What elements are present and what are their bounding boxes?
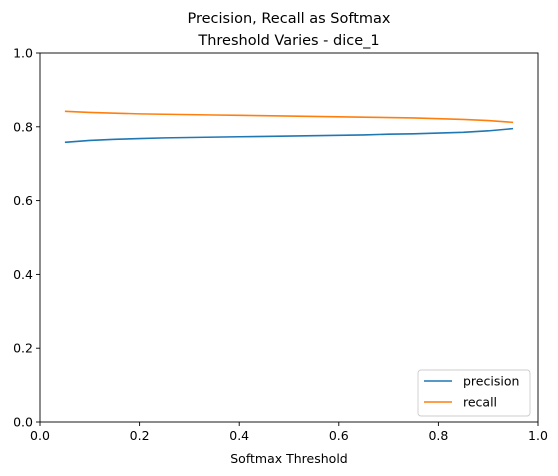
y-tick-label: 0.8 — [13, 119, 33, 134]
chart-title-line-2: Threshold Varies - dice_1 — [197, 33, 379, 49]
x-tick-label: 0.4 — [229, 428, 249, 443]
x-tick-label: 0.8 — [428, 428, 448, 443]
plot-frame — [39, 52, 539, 423]
y-tick-label: 0.0 — [13, 415, 33, 430]
tick-layer: 0.0 0.2 0.4 0.6 0.8 1.0 0.0 0.2 0.4 0.6 0.8 1.0 — [13, 46, 548, 444]
x-tick-label: 0.2 — [130, 428, 150, 443]
x-tick-label: 0.0 — [30, 428, 50, 443]
series-layer — [64, 110, 514, 144]
y-tick-label: 0.4 — [13, 267, 33, 282]
x-axis-label: Softmax Threshold — [230, 451, 347, 466]
y-tick-label: 0.6 — [13, 193, 33, 208]
legend: precision recall — [417, 369, 531, 417]
chart-title-line-1: Precision, Recall as Softmax — [187, 11, 390, 27]
y-tick-label: 1.0 — [13, 46, 33, 61]
legend-label-recall: recall — [463, 395, 497, 410]
legend-label-precision: precision — [463, 374, 519, 389]
series-line-recall — [64, 110, 514, 124]
series-line-precision — [64, 127, 514, 144]
y-tick-label: 0.2 — [13, 341, 33, 356]
x-tick-label: 0.6 — [329, 428, 349, 443]
x-tick-label: 1.0 — [528, 428, 548, 443]
